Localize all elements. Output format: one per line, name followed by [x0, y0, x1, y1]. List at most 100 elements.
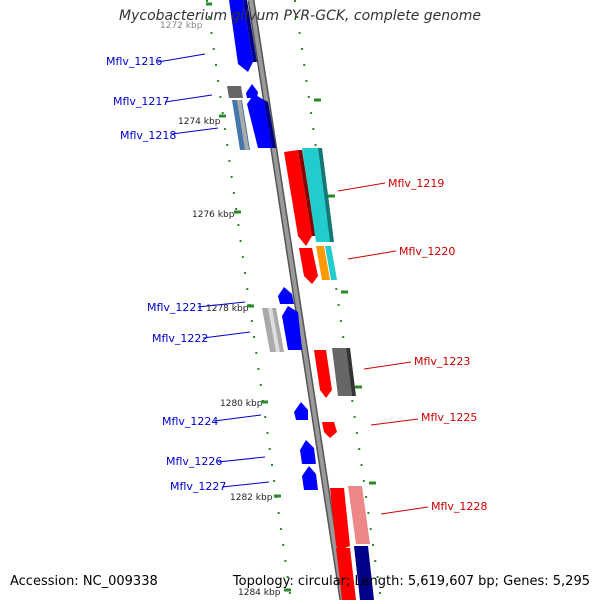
gene-label-mflv-1224[interactable]: Mflv_1224: [162, 415, 218, 428]
accession-text: Accession: NC_009338: [10, 574, 158, 589]
gene-label-mflv-1226[interactable]: Mflv_1226: [166, 455, 222, 468]
guide-dot: [376, 576, 379, 578]
reverse-genes: [284, 148, 374, 600]
gene-label-mflv-1227[interactable]: Mflv_1227: [170, 480, 226, 493]
leader-line: [213, 414, 262, 422]
guide-dot: [284, 560, 287, 562]
guide-dot: [250, 320, 253, 322]
guide-dot: [206, 0, 208, 2]
guide-dot: [221, 112, 224, 114]
guide-dot: [288, 592, 291, 594]
guide-dot: [215, 64, 217, 66]
gene-mflv-1228-pink[interactable]: [348, 486, 370, 544]
guide-dot: [244, 272, 247, 274]
guide-dot: [219, 96, 222, 98]
guide-dot: [337, 304, 340, 306]
guide-dot: [367, 512, 370, 514]
gene-mflv-1218-arrow-edge: [264, 100, 276, 148]
guide-dot: [369, 528, 372, 530]
guide-dot: [365, 496, 368, 498]
guide-dot: [282, 544, 285, 546]
guide-dot: [239, 240, 242, 242]
gene-label-mflv-1219[interactable]: Mflv_1219: [388, 177, 444, 190]
guide-dot: [264, 416, 267, 418]
gene-bottom-navy[interactable]: [354, 546, 374, 600]
gene-mflv-1217-arrow[interactable]: [246, 84, 258, 98]
gene-label-mflv-1220[interactable]: Mflv_1220: [399, 245, 455, 258]
leader-line: [202, 331, 251, 339]
guide-dot: [210, 32, 213, 34]
gene-mflv-1227-arrow[interactable]: [302, 466, 318, 490]
kbp-label: 1282 kbp: [230, 493, 273, 503]
leader-line: [164, 94, 213, 103]
gene-mflv-1225-arrow[interactable]: [322, 422, 337, 438]
guide-dot: [296, 16, 299, 18]
gene-mflv-1218-shape-light: [237, 100, 249, 150]
gene-mflv-1222-box-light: [268, 308, 280, 352]
gene-mflv-1228-arrow[interactable]: [330, 488, 350, 550]
guide-dot: [241, 256, 244, 258]
guide-dot: [235, 208, 238, 210]
gene-mflv-1219-cyan[interactable]: [302, 148, 330, 242]
gene-label-mflv-1221[interactable]: Mflv_1221: [147, 301, 203, 314]
guide-dot: [228, 160, 231, 162]
guide-dot: [223, 128, 226, 130]
guide-dot: [230, 176, 233, 178]
guide-dot: [286, 576, 289, 578]
guide-dot: [353, 416, 356, 418]
guide-dot: [307, 96, 310, 98]
gene-label-mflv-1218[interactable]: Mflv_1218: [120, 129, 176, 142]
gene-mflv-1217-shape[interactable]: [227, 86, 243, 98]
guide-dot: [226, 144, 229, 146]
gene-mflv-1224-arrow[interactable]: [294, 402, 308, 420]
gene-mflv-1222-arrow[interactable]: [282, 306, 302, 350]
gene-label-mflv-1217[interactable]: Mflv_1217: [113, 95, 169, 108]
guide-dot: [314, 144, 317, 146]
guide-dot: [374, 560, 377, 562]
kbp-label: 1276 kbp: [192, 210, 235, 220]
gene-mflv-1219-cyan-edge: [318, 148, 334, 242]
guide-dot: [279, 528, 282, 530]
guide-dot: [212, 48, 215, 50]
gene-mflv-1220-orange[interactable]: [316, 246, 330, 280]
guide-dot: [378, 592, 381, 594]
gene-mflv-1223-gray-edge: [346, 348, 356, 396]
gene-label-mflv-1216[interactable]: Mflv_1216: [106, 55, 162, 68]
gene-mflv-1221-arrow[interactable]: [278, 287, 294, 304]
gene-label-mflv-1222[interactable]: Mflv_1222: [152, 332, 208, 345]
map-title: Mycobacterium gilvum PYR-GCK, complete g…: [119, 8, 481, 24]
guide-dot: [335, 288, 338, 290]
gene-label-mflv-1225[interactable]: Mflv_1225: [421, 411, 477, 424]
gene-mflv-1220-cyan[interactable]: [325, 246, 337, 280]
gene-mflv-1216-shape[interactable]: [229, 0, 253, 72]
guide-dot: [360, 464, 363, 466]
guide-dot: [312, 128, 315, 130]
leader-line: [217, 456, 266, 463]
gene-mflv-1216-shape-edge: [243, 0, 257, 62]
gene-mflv-1220-arrow[interactable]: [299, 248, 318, 284]
gene-label-mflv-1223[interactable]: Mflv_1223: [414, 355, 470, 368]
backbone: [249, 0, 345, 601]
gene-label-mflv-1228[interactable]: Mflv_1228: [431, 500, 487, 513]
gene-bottom-red[interactable]: [336, 548, 356, 600]
guide-dot: [355, 432, 358, 434]
gene-mflv-1219-arrow[interactable]: [284, 150, 312, 246]
gene-mflv-1223-arrow[interactable]: [314, 350, 332, 398]
guide-dot: [300, 48, 303, 50]
guide-dot: [271, 464, 273, 466]
guide-dot: [257, 368, 260, 370]
gene-mflv-1226-arrow[interactable]: [300, 440, 316, 464]
guide-dot: [208, 16, 211, 18]
forward-genes: [227, 0, 318, 490]
guide-dot: [217, 80, 220, 82]
gene-mflv-1218-arrow[interactable]: [247, 94, 272, 148]
leader-line: [347, 250, 397, 260]
guide-dot: [253, 336, 255, 338]
guide-dot: [362, 480, 365, 482]
guide-dot: [372, 544, 374, 546]
guide-dot: [277, 512, 280, 514]
gene-mflv-1219-arrow-edge: [298, 150, 316, 236]
gene-mflv-1223-gray[interactable]: [332, 348, 352, 396]
guide-dot: [266, 432, 269, 434]
kbp-label: 1280 kbp: [220, 399, 263, 409]
